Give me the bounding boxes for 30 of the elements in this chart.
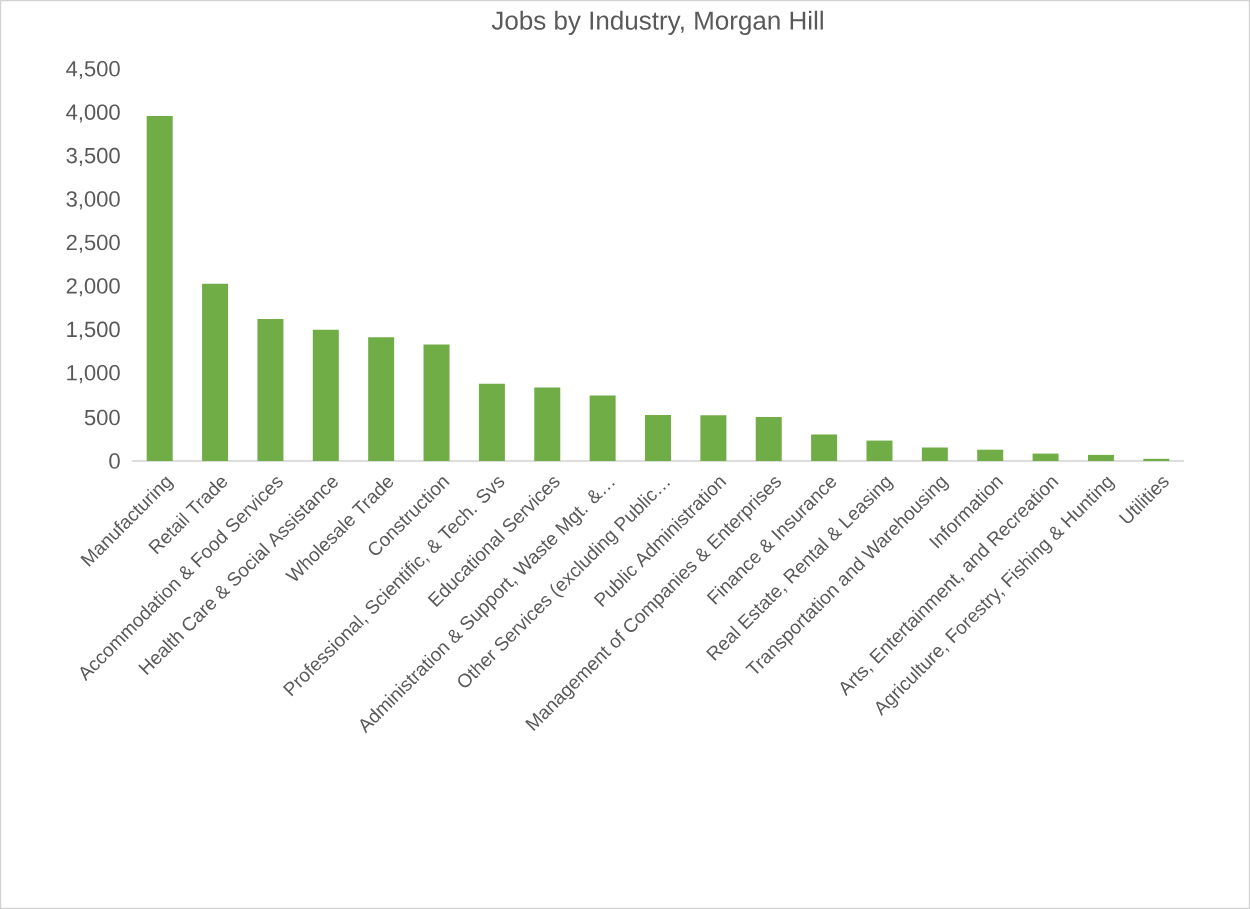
- y-tick-label: 3,000: [66, 191, 120, 210]
- bar: [423, 344, 450, 461]
- y-tick-label: 500: [84, 409, 120, 426]
- y-tick-label: 4,000: [66, 104, 120, 123]
- bar: [811, 434, 838, 461]
- y-tick-label: 2,000: [66, 278, 120, 297]
- bar: [977, 449, 1004, 461]
- bar: [312, 329, 339, 461]
- bar: [478, 383, 505, 461]
- bar: [1087, 454, 1114, 461]
- y-tick-label: 1,500: [67, 321, 120, 340]
- y-tick-label: 0: [109, 453, 120, 469]
- chart-title: Jobs by Industry, Morgan Hill: [491, 10, 823, 35]
- bar: [368, 337, 395, 461]
- bar: [589, 395, 616, 461]
- bar: [257, 318, 284, 461]
- bar: [645, 414, 671, 461]
- bar: [534, 387, 561, 461]
- bar: [1032, 453, 1059, 461]
- y-tick-label: 4,500: [66, 60, 120, 80]
- bar: [755, 417, 782, 461]
- bar: [921, 447, 948, 461]
- bar: [146, 116, 173, 461]
- y-tick-label: 2,500: [66, 234, 120, 253]
- y-tick-label: 1,000: [67, 365, 120, 384]
- bar: [700, 415, 727, 461]
- bar: [866, 440, 893, 461]
- bar: [1143, 458, 1170, 461]
- y-tick-label: 3,500: [66, 147, 120, 166]
- bar: [202, 283, 229, 461]
